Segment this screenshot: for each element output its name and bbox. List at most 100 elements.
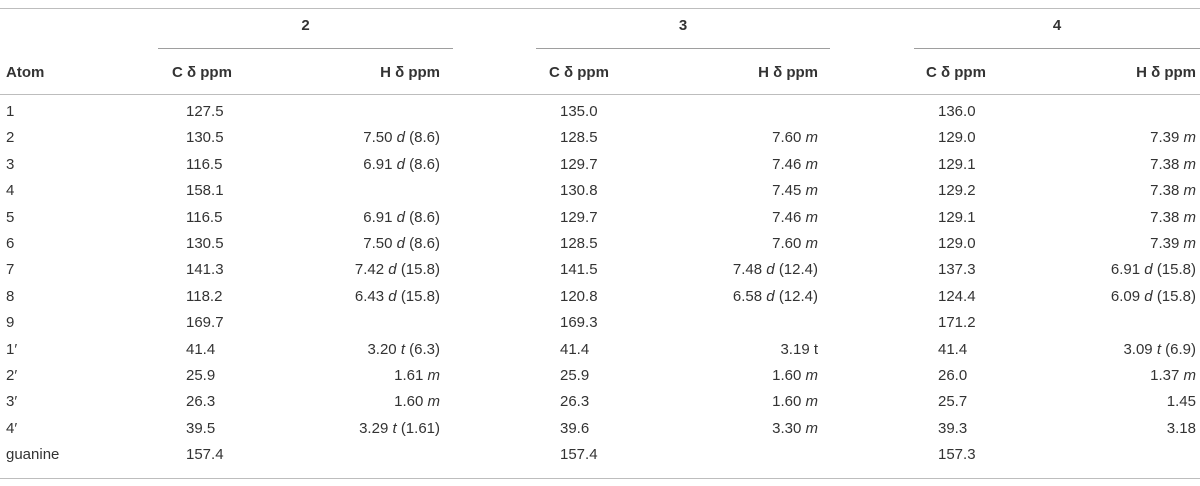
h-shift-4-multiplicity: m <box>1183 235 1197 252</box>
c-shift-4: 41.4 <box>938 340 968 358</box>
h-shift-3: 7.48 d (12.4) <box>733 261 818 278</box>
h-shift-4-multiplicity: m <box>1183 367 1197 384</box>
c-shift-3: 157.4 <box>560 446 598 464</box>
col-header-c-3: C δ ppm <box>549 64 609 81</box>
h-shift-2: 6.91 d (8.6) <box>363 156 440 173</box>
h-shift-2-coupling: (8.6) <box>409 208 440 226</box>
c-shift-3: 129.7 <box>560 155 598 173</box>
c-shift-4: 129.1 <box>938 208 976 226</box>
h-shift-4-multiplicity: m <box>1183 208 1197 226</box>
h-shift-4-shift: 6.09 <box>1110 287 1141 305</box>
c-shift-2: 116.5 <box>186 208 223 226</box>
table-row: 2′ 25.9 1.61 m 25.9 1.60 m 26.0 1.37 m <box>0 367 1200 393</box>
h-shift-4: 7.38 m <box>1150 156 1196 173</box>
c-shift-2: 26.3 <box>186 393 216 411</box>
c-shift-3: 141.5 <box>560 261 598 279</box>
h-shift-4: 3.09 t (6.9) <box>1123 341 1196 358</box>
c-shift-3: 41.4 <box>560 340 590 358</box>
c-shift-4: 39.3 <box>938 419 968 437</box>
c-shift-3: 129.7 <box>560 208 598 226</box>
h-shift-3-multiplicity: m <box>805 208 819 226</box>
h-shift-4-shift: 7.39 <box>1150 235 1180 252</box>
c-shift-4: 26.0 <box>938 367 968 384</box>
h-shift-3-multiplicity: m <box>805 393 819 411</box>
h-shift-3-multiplicity: m <box>805 235 819 252</box>
c-shift-4: 129.1 <box>938 155 976 173</box>
h-shift-3-multiplicity: m <box>805 182 819 200</box>
h-shift-4: 3.18 <box>1167 420 1196 437</box>
h-shift-2-shift: 6.91 <box>363 208 393 226</box>
h-shift-3-shift: 6.58 <box>732 287 763 305</box>
c-shift-4: 129.0 <box>938 129 976 147</box>
h-shift-3-multiplicity: m <box>805 129 819 147</box>
h-shift-4-multiplicity: m <box>1183 155 1197 173</box>
h-shift-3-coupling: (12.4) <box>778 287 818 305</box>
c-shift-2: 141.3 <box>186 261 224 279</box>
table-row: 2 130.5 7.50 d (8.6) 128.5 7.60 m 129.0 7.39 m <box>0 129 1200 155</box>
c-shift-2: 39.5 <box>186 419 216 437</box>
h-shift-2-coupling: (15.8) <box>400 287 440 305</box>
group-header-4: 4 <box>1052 17 1062 34</box>
table-row: 3′ 26.3 1.60 m 26.3 1.60 m 25.7 1.45 <box>0 393 1200 419</box>
h-shift-2-multiplicity: m <box>427 393 441 411</box>
table-row: 3 116.5 6.91 d (8.6) 129.7 7.46 m 129.1 7.38 m <box>0 156 1200 182</box>
c-shift-3: 135.0 <box>560 103 598 120</box>
c-shift-4: 157.3 <box>938 446 976 464</box>
col-header-h-4: H δ ppm <box>1136 64 1196 81</box>
h-shift-3-shift: 1.60 <box>772 393 802 411</box>
h-shift-4-coupling: (15.8) <box>1156 287 1196 305</box>
h-shift-4-shift: 6.91 <box>1110 261 1141 279</box>
h-shift-2-shift: 1.61 <box>394 367 424 384</box>
c-shift-3: 128.5 <box>560 129 598 147</box>
h-shift-2-multiplicity: d <box>396 155 405 173</box>
table-row: guanine 157.4 157.4 157.3 <box>0 446 1200 472</box>
h-shift-2-shift: 1.60 <box>394 393 424 411</box>
atom-cell: 2′ <box>6 367 18 384</box>
atom-cell: 4′ <box>6 419 18 437</box>
atom-cell: 5 <box>6 208 15 226</box>
h-shift-2-multiplicity: t <box>392 419 397 437</box>
h-shift-4-multiplicity: t <box>1156 340 1161 358</box>
h-shift-3-shift: 3.19 t <box>780 340 818 358</box>
h-shift-2: 6.43 d (15.8) <box>355 288 440 305</box>
h-shift-4-shift: 7.39 <box>1150 129 1180 147</box>
h-shift-3-shift: 1.60 <box>772 367 802 384</box>
c-shift-2: 127.5 <box>186 103 224 120</box>
h-shift-2-shift: 3.29 <box>359 419 389 437</box>
h-shift-3-shift: 7.45 <box>772 182 802 200</box>
h-shift-2-coupling: (6.3) <box>409 340 440 358</box>
h-shift-4-shift: 7.38 <box>1150 155 1180 173</box>
h-shift-4-multiplicity: d <box>1144 261 1153 279</box>
h-shift-3-shift: 7.60 <box>772 129 802 147</box>
c-shift-3: 120.8 <box>560 287 598 305</box>
col-header-h-3: H δ ppm <box>758 64 818 81</box>
h-shift-3: 7.60 m <box>772 129 818 146</box>
h-shift-2-shift: 3.20 <box>367 340 397 358</box>
c-shift-4: 129.2 <box>938 182 976 200</box>
h-shift-2-coupling: (8.6) <box>409 155 440 173</box>
h-shift-3: 3.19 t <box>780 341 818 358</box>
h-shift-2: 1.61 m <box>394 367 440 384</box>
table-top-rule <box>0 8 1200 9</box>
h-shift-4-shift: 3.09 <box>1123 340 1153 358</box>
group-header-2: 2 <box>301 17 310 34</box>
h-shift-4: 1.45 <box>1167 393 1196 410</box>
h-shift-4-coupling: (6.9) <box>1165 340 1196 358</box>
table-row: 4 158.1 130.8 7.45 m 129.2 7.38 m <box>0 182 1200 208</box>
atom-cell: 9 <box>6 314 15 332</box>
table-row: 7 141.3 7.42 d (15.8) 141.5 7.48 d (12.4) 137… <box>0 261 1200 287</box>
col-header-h-2: H δ ppm <box>380 64 440 81</box>
h-shift-2-multiplicity: t <box>400 340 405 358</box>
atom-cell: guanine <box>6 446 60 464</box>
atom-cell: 6 <box>6 235 15 252</box>
h-shift-4: 7.38 m <box>1150 182 1196 199</box>
col-header-c-4: C δ ppm <box>926 64 986 81</box>
c-shift-2: 130.5 <box>186 129 224 147</box>
c-shift-3: 169.3 <box>560 314 598 332</box>
c-shift-2: 169.7 <box>186 314 224 332</box>
group-header-3: 3 <box>678 17 688 34</box>
h-shift-2-multiplicity: m <box>427 367 441 384</box>
c-shift-4: 129.0 <box>938 235 976 252</box>
c-shift-3: 130.8 <box>560 182 598 200</box>
atom-cell: 1′ <box>6 340 18 358</box>
